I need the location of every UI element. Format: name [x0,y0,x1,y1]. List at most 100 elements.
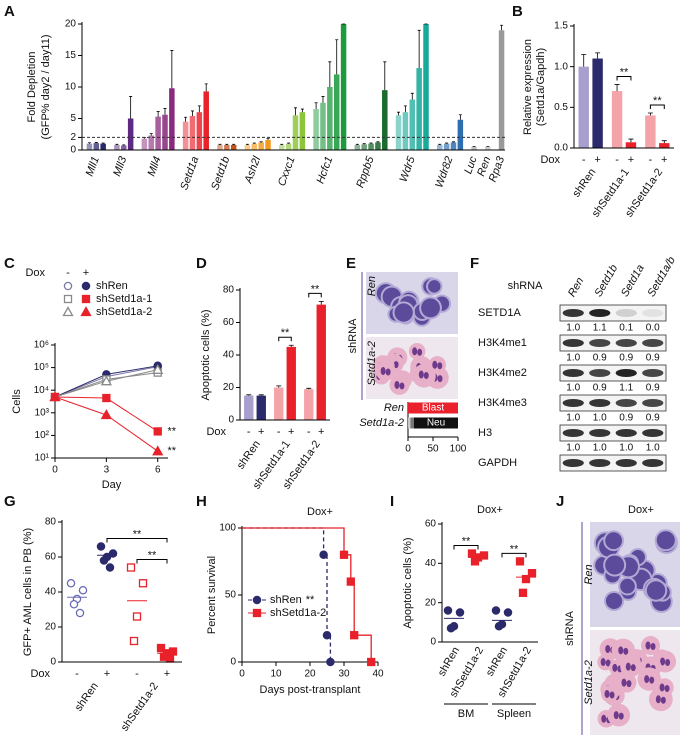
blot-band [589,399,611,407]
x-tick-label: 0 [405,444,411,455]
cell-nucleus [618,712,624,720]
bar [361,144,367,150]
bar [592,58,603,148]
bar [279,144,285,150]
cell-nucleus [646,581,666,600]
significance-label: ** [311,283,320,295]
blot-band [562,429,584,437]
x-tick-label: 0 [52,465,58,476]
error-bar [266,138,270,140]
x-tick-label: 3 [104,465,110,476]
error-bar [288,344,294,347]
cell-nucleus [665,658,671,666]
group-label: shRen [570,167,598,200]
group-label: shRen [73,681,101,714]
error-bar [383,61,387,91]
bar [127,118,134,150]
legend-marker [63,294,73,304]
y-tick-label: 10⁴ [34,385,49,396]
error-bar [204,83,208,92]
category-label: Ren [384,402,404,414]
blot-band [642,339,664,347]
x-tick-label: Cxxc1 [276,155,298,188]
panel-letter: B [512,3,523,20]
y-axis-label: GFP+ AML cells in PB (%) [22,528,34,656]
y-tick-label: 1.0 [554,61,568,72]
quantification: 0.0 [646,323,660,334]
significance-bracket [616,76,632,81]
error-bar [417,29,421,69]
blot-frame [559,424,667,442]
bar [485,146,491,150]
error-bar [306,387,312,390]
bar [244,144,251,150]
bar [450,142,457,150]
marker [153,427,162,436]
error-bar [225,143,229,145]
bar [148,135,155,150]
y-tick-label: 0.0 [554,143,568,154]
marker [326,657,335,667]
blot-band [562,399,584,407]
error-bar [458,114,462,120]
marker [339,550,349,559]
y-axis-label: Percent survival [206,556,218,634]
blot-band [615,429,637,437]
dox-label: Dox [540,154,560,166]
y-tick-label: 0 [70,145,76,156]
quantification: 1.0 [566,383,580,394]
dox-label: Dox [206,426,226,438]
error-bar [661,140,667,144]
panel-letter: E [346,255,356,272]
y-tick-label: 60 [425,519,437,530]
x-tick-label: 30 [338,669,350,680]
y-tick-label: 20 [425,597,437,608]
lane-label: Ren [566,275,586,298]
cell-nucleus [605,645,611,654]
bar [457,119,464,150]
marker [156,643,166,653]
significance-label: ** [462,535,471,547]
marker [126,563,136,572]
y-tick-label: 15 [65,50,77,61]
bar [320,102,326,150]
marker [521,574,531,584]
error-bar [376,141,380,143]
panel-title: Dox+ [477,504,503,516]
dox-level: - [277,426,281,438]
legend-marker [81,294,91,304]
error-bar [280,143,284,145]
y-tick-label: 0 [230,657,236,668]
error-bar [614,84,620,92]
error-bar [129,96,133,119]
legend-label: shSetd1a-1 [96,293,152,305]
y-tick-label: 20 [65,19,77,30]
cell-nucleus [600,658,606,667]
x-axis-label: Day [102,479,122,491]
panel-letter: H [196,493,207,510]
y-axis-label: Cells [11,389,23,414]
quantification: 0.9 [619,413,633,424]
row-label: H3K4me2 [478,367,527,379]
bar [645,115,656,148]
marker [129,636,139,646]
cell-nucleus [417,348,423,356]
legend-label: shSetd1a-2 [96,306,152,318]
cell-nucleus [432,360,438,369]
significance-bracket [649,104,665,110]
legend-label: shRen [270,594,302,606]
y-tick-label: 10¹ [35,453,50,464]
cell-nucleus [626,680,632,688]
bar [256,395,266,420]
error-bar [369,142,373,144]
dox-level: + [83,267,89,279]
error-bar [149,133,153,136]
blot-band [562,339,584,347]
error-bar [197,105,201,113]
cell-nucleus [609,691,615,699]
quantification: 1.1 [593,323,607,334]
blot-frame [559,334,667,352]
quantification: 0.9 [646,383,660,394]
cell-nucleus [613,711,619,720]
y-tick-label: 0 [228,415,234,426]
